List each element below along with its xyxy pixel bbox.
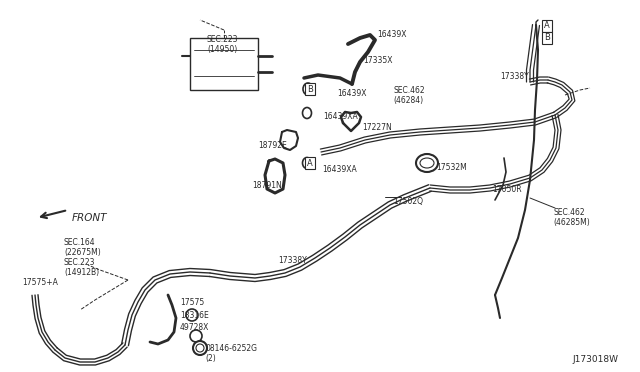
Text: 16439XA: 16439XA <box>322 165 356 174</box>
Text: SEC.223
(14912B): SEC.223 (14912B) <box>64 258 99 278</box>
Text: SEC.462
(46285M): SEC.462 (46285M) <box>553 208 589 227</box>
Text: SEC.164
(22675M): SEC.164 (22675M) <box>64 238 100 257</box>
Ellipse shape <box>303 157 312 169</box>
Ellipse shape <box>420 158 434 168</box>
Text: 17050R: 17050R <box>492 185 522 194</box>
Text: 17575+A: 17575+A <box>22 278 58 287</box>
Ellipse shape <box>193 341 207 355</box>
Ellipse shape <box>186 309 198 321</box>
Text: SEC.462
(46284): SEC.462 (46284) <box>393 86 424 105</box>
Text: J173018W: J173018W <box>572 355 618 364</box>
Text: A: A <box>307 158 313 167</box>
Text: 17575: 17575 <box>180 298 204 307</box>
Text: 49728X: 49728X <box>180 323 209 332</box>
Text: 18792E: 18792E <box>258 141 287 150</box>
Text: 17338Y: 17338Y <box>500 72 529 81</box>
Ellipse shape <box>196 344 204 352</box>
FancyBboxPatch shape <box>190 38 258 90</box>
Text: FRONT: FRONT <box>72 213 108 223</box>
Ellipse shape <box>416 154 438 172</box>
Text: 17532M: 17532M <box>436 163 467 172</box>
Text: 08146-6252G
(2): 08146-6252G (2) <box>205 344 257 363</box>
Text: 18316E: 18316E <box>180 311 209 320</box>
Ellipse shape <box>190 330 202 342</box>
Text: 17338Y: 17338Y <box>278 256 307 265</box>
Text: 16439X: 16439X <box>337 89 367 98</box>
Text: 17227N: 17227N <box>362 123 392 132</box>
Text: A: A <box>544 22 550 31</box>
Text: B: B <box>544 33 550 42</box>
Ellipse shape <box>303 83 313 95</box>
Text: 17335X: 17335X <box>363 56 392 65</box>
Text: 17502Q: 17502Q <box>393 197 423 206</box>
Ellipse shape <box>303 108 312 119</box>
Text: SEC.223
(14950): SEC.223 (14950) <box>206 35 237 54</box>
Text: 16439XA: 16439XA <box>323 112 358 121</box>
Text: 16439X: 16439X <box>377 30 406 39</box>
Text: 18791N: 18791N <box>252 181 282 190</box>
Text: B: B <box>307 84 313 93</box>
